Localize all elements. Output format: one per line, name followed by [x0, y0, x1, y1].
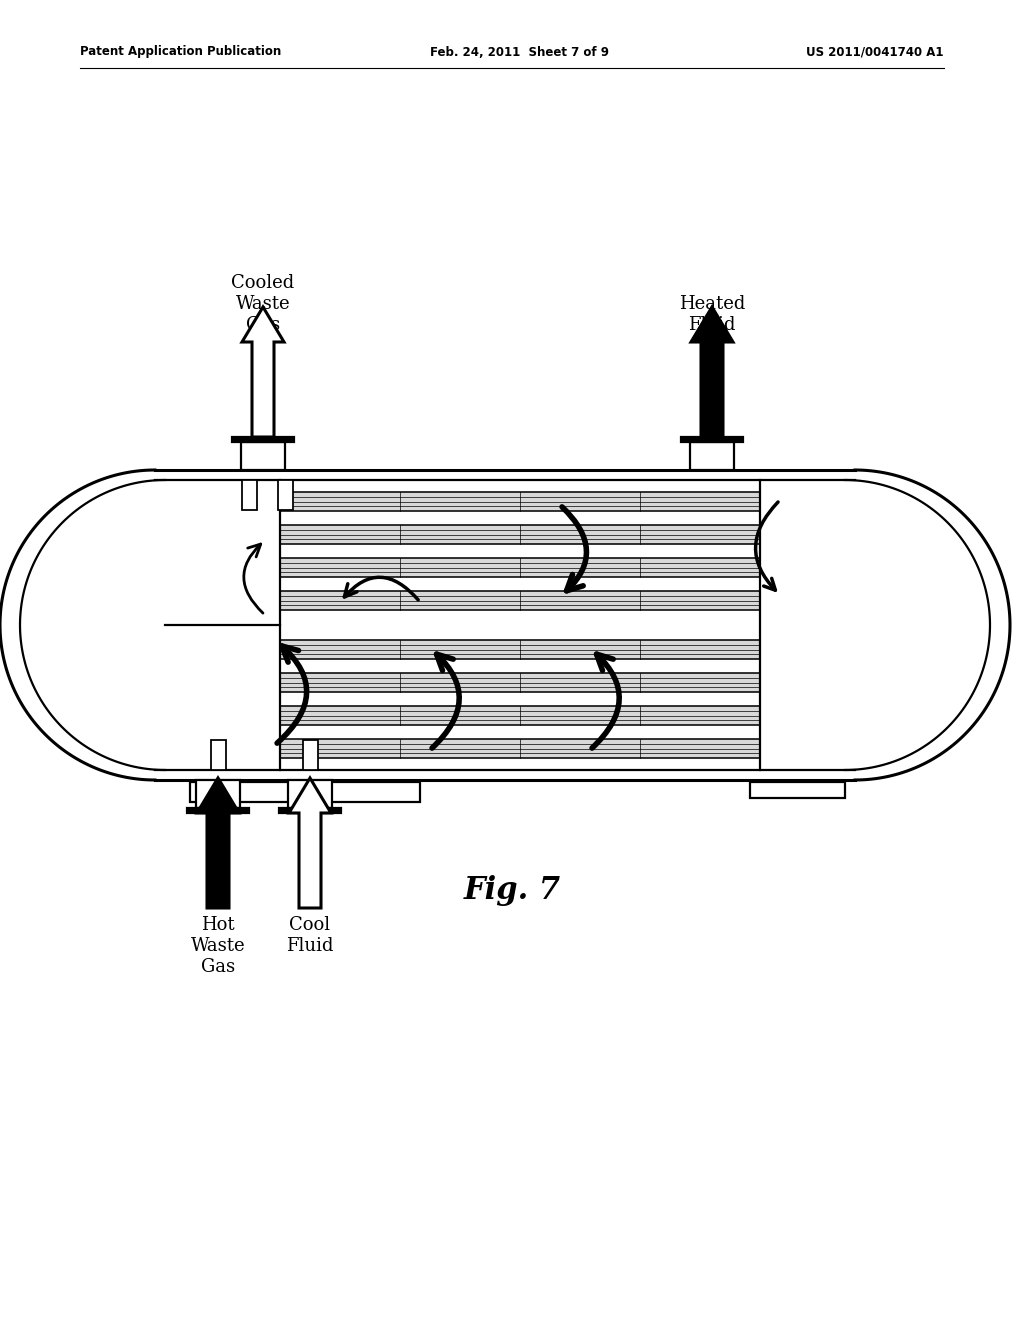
Bar: [187, 808, 249, 813]
Bar: [190, 781, 420, 803]
Text: US 2011/0041740 A1: US 2011/0041740 A1: [807, 45, 944, 58]
Bar: [288, 780, 332, 808]
Bar: [232, 437, 294, 442]
Bar: [681, 437, 743, 442]
Text: Heated
Fluid: Heated Fluid: [679, 296, 745, 334]
Bar: [241, 442, 285, 470]
Bar: [280, 525, 760, 544]
Bar: [750, 781, 845, 799]
Text: Cool
Fluid: Cool Fluid: [287, 916, 334, 954]
Bar: [280, 673, 760, 692]
Text: Hot
Waste
Gas: Hot Waste Gas: [190, 916, 246, 975]
Bar: [280, 591, 760, 610]
Bar: [280, 492, 760, 511]
FancyArrow shape: [242, 308, 284, 437]
Text: Patent Application Publication: Patent Application Publication: [80, 45, 282, 58]
Bar: [278, 480, 293, 510]
Bar: [302, 741, 317, 770]
FancyArrow shape: [197, 777, 239, 908]
FancyArrow shape: [289, 777, 331, 908]
Bar: [280, 640, 760, 659]
Bar: [280, 558, 760, 577]
Bar: [196, 780, 240, 808]
Bar: [279, 808, 341, 813]
Bar: [211, 741, 225, 770]
Bar: [280, 706, 760, 725]
Text: Feb. 24, 2011  Sheet 7 of 9: Feb. 24, 2011 Sheet 7 of 9: [430, 45, 609, 58]
Text: Cooled
Waste
Gas: Cooled Waste Gas: [231, 275, 295, 334]
Bar: [280, 739, 760, 758]
Text: Fig. 7: Fig. 7: [464, 874, 560, 906]
FancyArrow shape: [691, 308, 733, 437]
Bar: [242, 480, 256, 510]
Bar: [690, 442, 734, 470]
